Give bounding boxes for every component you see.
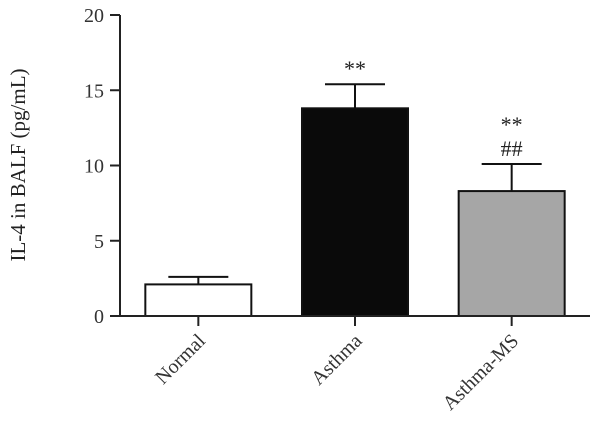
y-axis-title: IL-4 in BALF (pg/mL)	[6, 68, 30, 261]
x-axis: Normal Asthma Asthma-MS	[120, 315, 590, 415]
x-tick-label: Asthma	[307, 330, 367, 390]
y-tick-label: 10	[84, 156, 104, 178]
bar-asthma-ms	[457, 190, 566, 318]
y-tick-label: 15	[84, 80, 104, 102]
significance-marker: **	[344, 56, 366, 81]
x-tick-label: Asthma-MS	[438, 330, 523, 415]
y-tick-label: 0	[94, 306, 104, 328]
significance-marker: **	[501, 112, 523, 137]
bars: ****##	[144, 56, 566, 318]
bar-asthma	[301, 107, 409, 317]
significance-marker: ##	[501, 136, 523, 161]
x-tick-label: Normal	[151, 330, 210, 389]
y-tick-label: 5	[94, 231, 104, 253]
y-axis: 0 5 10 15 20	[84, 5, 121, 328]
y-tick-label: 20	[84, 5, 104, 27]
bar-normal	[144, 283, 253, 317]
